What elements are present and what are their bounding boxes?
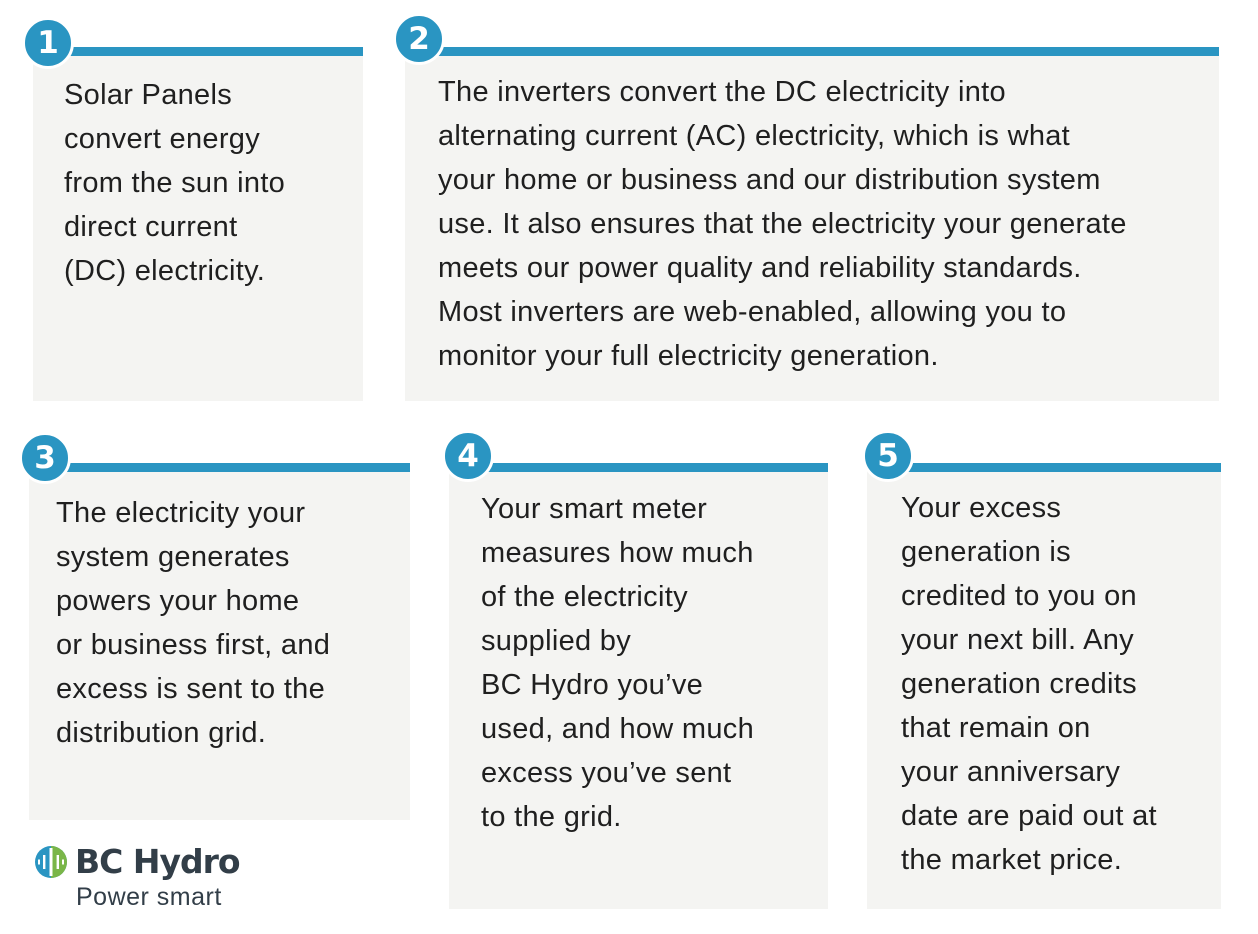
step-3-number-badge: 3 <box>19 432 71 484</box>
step-2-number-badge: 2 <box>393 13 445 65</box>
logo-name: BC Hydro <box>75 842 241 881</box>
step-2-accent-bar <box>420 47 1219 56</box>
step-3-card <box>29 468 410 820</box>
step-4-card <box>449 468 828 909</box>
step-1-text: Solar Panels convert energy from the sun… <box>64 79 286 287</box>
step-2-card <box>405 52 1219 401</box>
step-5-text: Your excess generation is credited to yo… <box>901 492 1157 876</box>
bc-hydro-logo-icon <box>35 845 67 878</box>
step-4-number-badge: 4 <box>442 430 494 482</box>
step-3-text: The electricity your system generates po… <box>56 497 331 749</box>
step-3-accent-bar <box>46 463 410 472</box>
step-1-card <box>33 52 363 401</box>
step-2-text: The inverters convert the DC electricity… <box>438 76 1127 372</box>
logo-tagline: Power smart <box>76 883 222 911</box>
step-4-text: Your smart meter measures how much of th… <box>481 493 755 833</box>
bc-hydro-logo: BC Hydro Power smart <box>33 842 263 922</box>
step-5-card <box>867 468 1221 909</box>
step-5-accent-bar <box>884 463 1221 472</box>
step-1-number-badge: 1 <box>22 17 74 69</box>
step-1-accent-bar <box>48 47 363 56</box>
step-4-accent-bar <box>466 463 828 472</box>
step-5-number-badge: 5 <box>862 430 914 482</box>
